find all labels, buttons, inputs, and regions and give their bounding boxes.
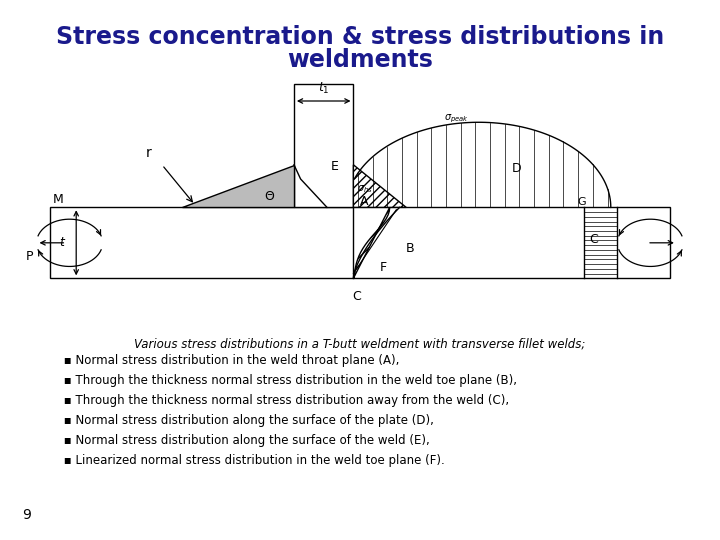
Text: M: M bbox=[53, 193, 64, 206]
Text: r: r bbox=[146, 146, 152, 160]
Text: $t$: $t$ bbox=[59, 237, 66, 249]
Text: ▪ Normal stress distribution in the weld throat plane (A),: ▪ Normal stress distribution in the weld… bbox=[60, 354, 400, 367]
Text: Stress concentration & stress distributions in: Stress concentration & stress distributi… bbox=[56, 25, 664, 49]
Polygon shape bbox=[354, 207, 390, 278]
Text: G: G bbox=[578, 197, 586, 207]
Text: D: D bbox=[512, 162, 521, 175]
Text: $\Theta$: $\Theta$ bbox=[264, 190, 276, 203]
Polygon shape bbox=[294, 84, 354, 207]
Text: B: B bbox=[406, 242, 415, 255]
Polygon shape bbox=[354, 165, 406, 207]
Text: P: P bbox=[26, 250, 33, 263]
Text: ▪ Normal stress distribution along the surface of the weld (E),: ▪ Normal stress distribution along the s… bbox=[60, 434, 430, 447]
Text: F: F bbox=[380, 261, 387, 274]
Text: $\sigma_{hs}$: $\sigma_{hs}$ bbox=[356, 183, 372, 194]
Text: 9: 9 bbox=[22, 508, 31, 522]
Text: Various stress distributions in a T-butt weldment with transverse fillet welds;: Various stress distributions in a T-butt… bbox=[135, 338, 585, 351]
Text: $t_1$: $t_1$ bbox=[318, 81, 330, 96]
Text: $\sigma_{peak}$: $\sigma_{peak}$ bbox=[444, 112, 469, 125]
Text: ▪ Linearized normal stress distribution in the weld toe plane (F).: ▪ Linearized normal stress distribution … bbox=[60, 454, 445, 467]
Text: C: C bbox=[352, 290, 361, 303]
Text: ▪ Through the thickness normal stress distribution away from the weld (C),: ▪ Through the thickness normal stress di… bbox=[60, 394, 509, 407]
Polygon shape bbox=[181, 165, 294, 207]
Text: E: E bbox=[330, 159, 338, 173]
Polygon shape bbox=[50, 207, 670, 278]
Text: ▪ Normal stress distribution along the surface of the plate (D),: ▪ Normal stress distribution along the s… bbox=[60, 414, 434, 427]
Text: A: A bbox=[360, 195, 369, 208]
Text: weldments: weldments bbox=[287, 48, 433, 72]
Text: ▪ Through the thickness normal stress distribution in the weld toe plane (B),: ▪ Through the thickness normal stress di… bbox=[60, 374, 517, 387]
Text: C: C bbox=[590, 233, 598, 246]
